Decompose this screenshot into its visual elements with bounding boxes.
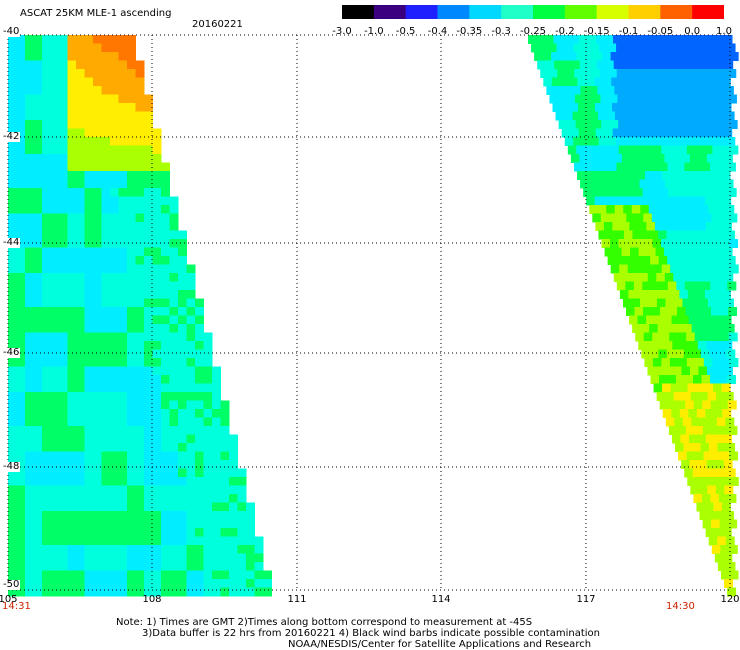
colorbar-label: -0.3 (491, 26, 511, 37)
lon-label: 108 (142, 594, 162, 605)
colorbar-segment (596, 5, 629, 19)
colorbar-segment (437, 5, 470, 19)
lat-label: -40 (2, 26, 21, 37)
swath-right (528, 35, 739, 597)
colorbar-segment (501, 5, 534, 19)
colorbar-segment (628, 5, 661, 19)
footer-notes: Note: 1) Times are GMT 2)Times along bot… (116, 617, 600, 650)
colorbar-segment (660, 5, 693, 19)
colorbar-label: -0.35 (456, 26, 483, 37)
colorbar-label: -0.25 (520, 26, 546, 37)
note-line: NOAA/NESDIS/Center for Satellite Applica… (288, 639, 592, 650)
lon-label: 117 (576, 594, 596, 605)
colorbar-label: -1.0 (364, 26, 384, 37)
lon-label: 111 (287, 594, 307, 605)
colorbar-segment (373, 5, 407, 19)
colorbar (342, 5, 724, 19)
note-line: 3)Data buffer is 22 hrs from 20160221 4)… (142, 628, 600, 639)
lat-label: -46 (2, 347, 21, 358)
colorbar-labels: -3.0 -1.0 -0.5 -0.4 -0.35 -0.3 -0.25 -0.… (330, 26, 740, 38)
lon-label: 105 (0, 594, 18, 605)
colorbar-segment (564, 5, 598, 19)
colorbar-label: 1.0 (716, 26, 732, 37)
product-title: ASCAT 25KM MLE-1 ascending (20, 8, 172, 19)
colorbar-label: -0.15 (583, 26, 610, 37)
colorbar-label: -0.5 (395, 26, 416, 37)
colorbar-label: -0.05 (647, 26, 674, 37)
lon-label: 120 (720, 594, 740, 605)
product-date: 20160221 (192, 19, 243, 30)
colorbar-segment (533, 5, 566, 19)
colorbar-label: -0.2 (555, 26, 575, 37)
lat-label: -50 (2, 579, 21, 590)
grid-lines (7, 34, 731, 591)
lon-label: 114 (431, 594, 451, 605)
lat-label: -44 (2, 237, 21, 248)
colorbar-segment (405, 5, 438, 19)
time-right: 14:30 (666, 601, 695, 612)
colorbar-label: -0.4 (427, 26, 448, 37)
lat-label: -48 (2, 461, 21, 472)
time-left: 14:31 (2, 601, 31, 612)
colorbar-label: -3.0 (332, 26, 352, 37)
note-line: Note: 1) Times are GMT 2)Times along bot… (116, 617, 533, 628)
swath-left (8, 35, 272, 597)
colorbar-segment (692, 5, 724, 19)
colorbar-segment (469, 5, 502, 19)
lat-label: -42 (2, 131, 21, 142)
colorbar-label: 0.0 (684, 26, 701, 37)
colorbar-segment (342, 5, 375, 19)
colorbar-label: -0.1 (618, 26, 639, 37)
